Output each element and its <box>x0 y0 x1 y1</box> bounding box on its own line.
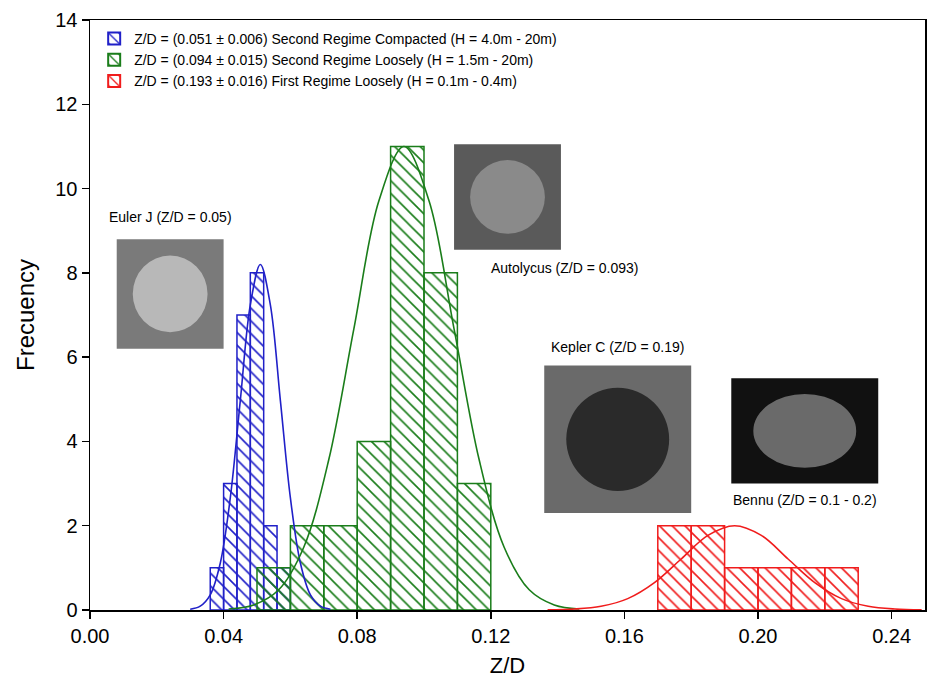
svg-text:Z/D = (0.051 ± 0.006) Second R: Z/D = (0.051 ± 0.006) Second Regime Comp… <box>134 31 556 47</box>
svg-text:0.12: 0.12 <box>471 625 510 647</box>
svg-text:10: 10 <box>55 178 77 200</box>
svg-text:0: 0 <box>66 599 77 621</box>
svg-text:Z/D = (0.094 ± 0.015) Second R: Z/D = (0.094 ± 0.015) Second Regime Loos… <box>134 52 533 68</box>
svg-text:8: 8 <box>66 262 77 284</box>
svg-text:Z/D: Z/D <box>490 653 525 678</box>
svg-text:0.24: 0.24 <box>872 625 911 647</box>
svg-text:6: 6 <box>66 346 77 368</box>
svg-text:0.08: 0.08 <box>338 625 377 647</box>
svg-text:0.00: 0.00 <box>71 625 110 647</box>
svg-text:14: 14 <box>55 9 77 31</box>
svg-text:Kepler C (Z/D = 0.19): Kepler C (Z/D = 0.19) <box>551 339 684 355</box>
svg-text:4: 4 <box>66 430 77 452</box>
svg-text:Autolycus (Z/D = 0.093): Autolycus (Z/D = 0.093) <box>491 260 638 276</box>
svg-text:0.04: 0.04 <box>204 625 243 647</box>
svg-text:Frecuency: Frecuency <box>12 259 39 371</box>
svg-text:0.20: 0.20 <box>739 625 778 647</box>
svg-text:Euler J (Z/D = 0.05): Euler J (Z/D = 0.05) <box>109 209 232 225</box>
svg-text:0.16: 0.16 <box>605 625 644 647</box>
svg-text:Bennu (Z/D = 0.1 - 0.2): Bennu (Z/D = 0.1 - 0.2) <box>733 492 877 508</box>
svg-text:Z/D = (0.193 ± 0.016) First Re: Z/D = (0.193 ± 0.016) First Regime Loose… <box>134 73 517 89</box>
svg-text:2: 2 <box>66 515 77 537</box>
svg-text:12: 12 <box>55 93 77 115</box>
